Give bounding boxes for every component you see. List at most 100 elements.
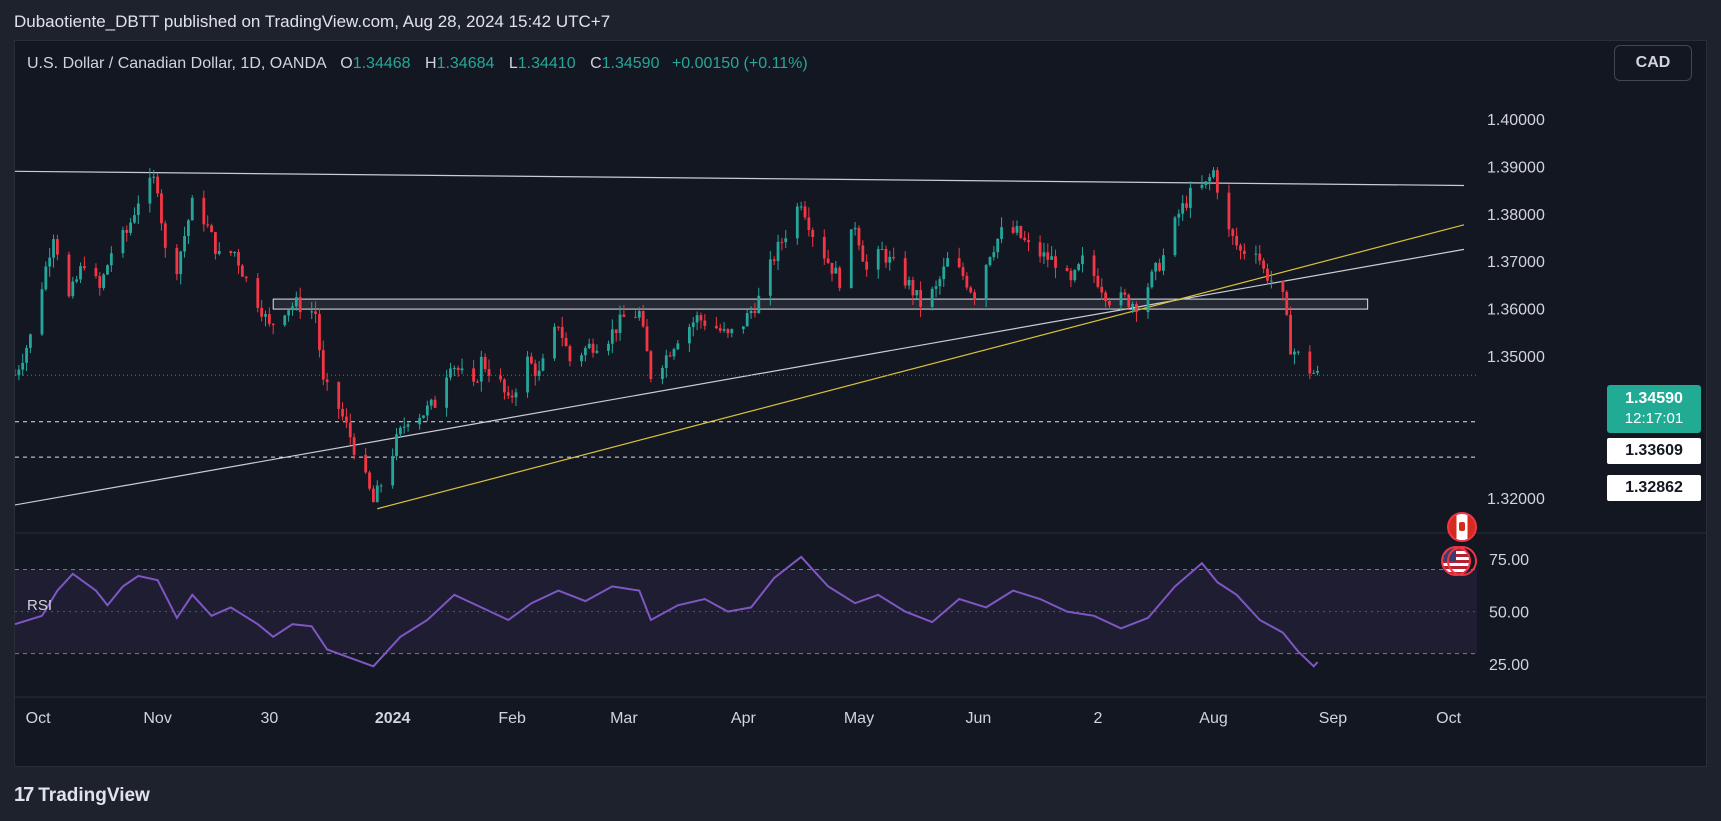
- candle-body: [699, 315, 703, 321]
- candle-body: [919, 290, 923, 307]
- candle-body: [591, 343, 595, 353]
- candle-body: [391, 456, 395, 486]
- candle-body: [649, 351, 653, 380]
- candle-body: [1146, 287, 1150, 313]
- publish-header: Dubaotiente_DBTT published on TradingVie…: [0, 0, 1721, 40]
- candle-body: [298, 297, 302, 313]
- price-axis-label: 1.36000: [1487, 302, 1545, 319]
- candle-body: [1188, 187, 1192, 208]
- candle-body: [757, 295, 761, 314]
- candle-body: [849, 229, 853, 289]
- open-label: O: [340, 55, 353, 72]
- currency-button[interactable]: CAD: [1614, 45, 1692, 81]
- tradingview-brand: TradingView: [38, 784, 150, 806]
- candle-body: [996, 238, 1000, 253]
- candle-body: [807, 217, 811, 230]
- tradingview-logo[interactable]: 17 TradingView: [14, 784, 150, 807]
- candle-body: [449, 368, 452, 378]
- candle-body: [1235, 235, 1239, 246]
- candle-body: [714, 325, 718, 329]
- candle-body: [179, 251, 183, 275]
- candle-body: [830, 262, 834, 274]
- candle-body: [934, 286, 938, 289]
- candle-body: [768, 259, 772, 296]
- candle-body: [973, 292, 976, 300]
- candle-body: [1054, 256, 1057, 268]
- candle-body: [1127, 294, 1131, 307]
- candle-body: [52, 239, 55, 258]
- candle-body: [645, 326, 649, 352]
- candle-body: [1108, 301, 1111, 306]
- candle-body: [1081, 255, 1084, 265]
- candle-body: [876, 249, 880, 270]
- price-chart-canvas[interactable]: 1.40000 1.39000 1.38000 1.37000 1.36000 1.350…: [15, 41, 1706, 766]
- candle-body: [206, 224, 210, 226]
- candle-body: [106, 265, 109, 275]
- candle-body: [175, 247, 179, 275]
- candle-body: [364, 454, 368, 473]
- last-price-value: 1.34590: [1625, 390, 1683, 407]
- candle-body: [402, 426, 406, 428]
- candle-body: [445, 377, 449, 408]
- candle-body: [580, 355, 583, 362]
- candle-body: [472, 368, 475, 382]
- candle-body: [1023, 237, 1027, 241]
- candle-body: [422, 415, 425, 418]
- candle-body: [1215, 170, 1219, 193]
- candle-body: [568, 346, 572, 362]
- candle-body: [79, 266, 82, 280]
- candle-body: [121, 230, 125, 254]
- price-axis-label: 1.40000: [1487, 112, 1545, 129]
- canada-flag-icon[interactable]: [1447, 512, 1477, 542]
- candle-body: [984, 265, 988, 300]
- candle-body: [321, 350, 325, 380]
- candle-body: [688, 327, 691, 344]
- candle-body: [880, 249, 884, 251]
- candle-body: [187, 220, 190, 236]
- candle-body: [125, 230, 129, 233]
- candle-body: [429, 399, 433, 406]
- close-label: C: [590, 55, 602, 72]
- candle-body: [903, 258, 907, 286]
- candle-body: [291, 306, 294, 311]
- candle-body: [857, 227, 861, 246]
- candle-body: [1312, 372, 1316, 374]
- candle-body: [915, 290, 919, 296]
- candle-body: [969, 287, 973, 293]
- candle-body: [368, 472, 371, 489]
- candle-body: [55, 239, 59, 255]
- chart-panel[interactable]: 1.40000 1.39000 1.38000 1.37000 1.36000 1.350…: [14, 40, 1707, 767]
- candle-body: [695, 315, 699, 323]
- open-value: 1.34468: [352, 55, 411, 72]
- candle-body: [190, 197, 194, 221]
- candle-body: [838, 267, 842, 289]
- candle-body: [506, 392, 510, 396]
- candle-body: [668, 355, 672, 357]
- candle-body: [1038, 242, 1042, 257]
- candle-body: [1173, 217, 1177, 256]
- candle-body: [529, 356, 533, 364]
- candle-body: [371, 488, 375, 503]
- time-axis-label: Nov: [143, 710, 171, 727]
- candle-body: [537, 370, 541, 377]
- candle-body: [784, 238, 788, 243]
- time-axis-label: Aug: [1199, 710, 1227, 727]
- candle-body: [1119, 292, 1123, 306]
- candle-body: [637, 311, 641, 318]
- candle-body: [595, 350, 599, 353]
- candle-body: [325, 379, 329, 383]
- candle-body: [287, 310, 291, 316]
- candle-body: [283, 315, 287, 326]
- candle-body: [1239, 245, 1242, 251]
- candle-body: [1011, 227, 1015, 233]
- candle-body: [1293, 351, 1296, 355]
- candle-body: [156, 176, 159, 194]
- candle-body: [240, 265, 244, 277]
- candle-body: [345, 416, 348, 423]
- yellow-ascending-trendline: [377, 224, 1465, 510]
- candle-body: [213, 232, 217, 254]
- candle-body: [21, 362, 25, 370]
- high-value: 1.34684: [436, 55, 495, 72]
- candle-body: [741, 326, 745, 330]
- candle-body: [352, 437, 356, 455]
